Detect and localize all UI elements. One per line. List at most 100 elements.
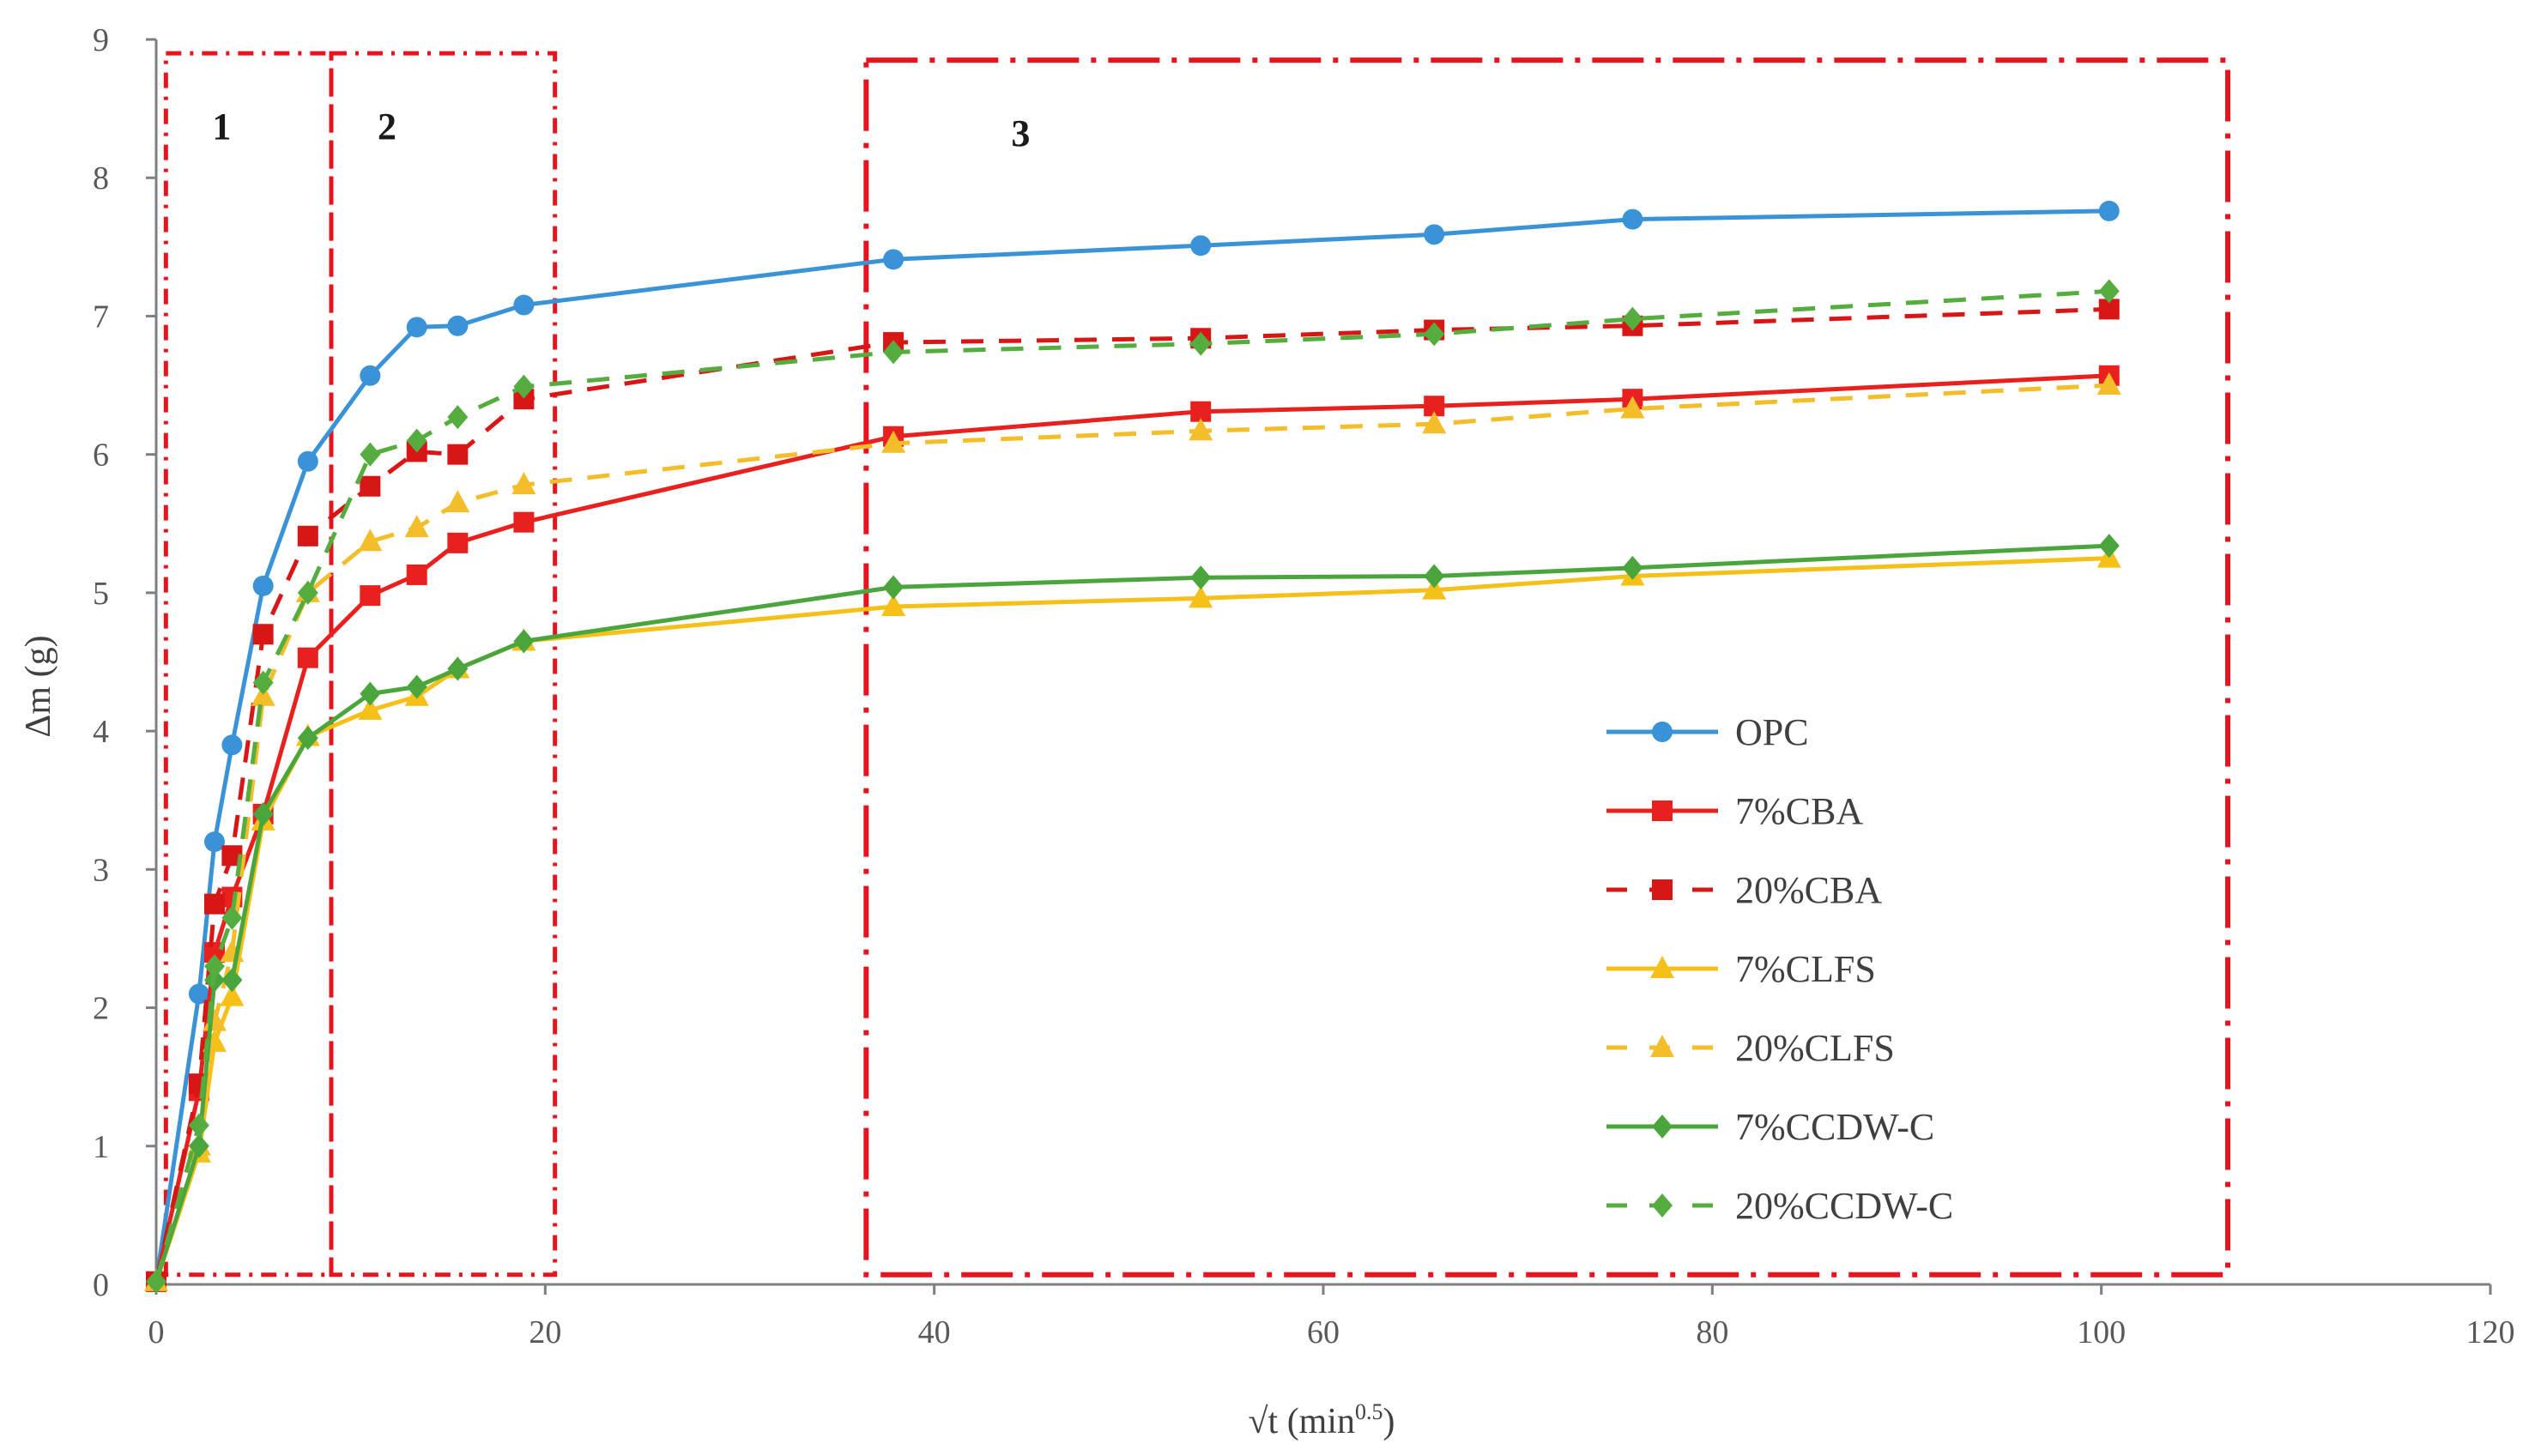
data-point-20pct-ccdw-c bbox=[2098, 279, 2120, 304]
data-point-opc bbox=[1424, 224, 1445, 245]
region-boxes: 1 2 3 bbox=[163, 51, 2230, 1278]
data-point-20pct-ccdw-c bbox=[1622, 306, 1643, 331]
data-point-20pct-ccdw-c bbox=[360, 442, 381, 467]
data-point-7pct-cba bbox=[513, 511, 535, 533]
data-point-20pct-clfs bbox=[251, 683, 275, 706]
y-tick-label: 6 bbox=[93, 438, 109, 474]
y-tick-label: 3 bbox=[93, 852, 109, 888]
data-point-7pct-cba bbox=[406, 564, 427, 585]
data-point-20pct-clfs bbox=[445, 490, 470, 513]
y-tick-label: 7 bbox=[93, 299, 109, 335]
data-point-opc bbox=[883, 249, 904, 270]
series-20pct-ccdw-c bbox=[146, 279, 2120, 1294]
legend-label-7pct-ccdw-c: 7%CCDW-C bbox=[1735, 1106, 1934, 1148]
data-point-20pct-clfs bbox=[404, 515, 429, 538]
legend-marker-20pct-ccdw-c bbox=[1652, 1193, 1673, 1217]
data-point-opc bbox=[1190, 235, 1212, 257]
data-point-7pct-ccdw-c bbox=[1424, 564, 1445, 589]
data-point-opc bbox=[447, 315, 469, 336]
data-point-7pct-ccdw-c bbox=[297, 726, 318, 751]
data-point-20pct-ccdw-c bbox=[221, 905, 243, 930]
data-point-20pct-cba bbox=[204, 893, 225, 915]
region-label-3: 3 bbox=[1011, 112, 1030, 154]
data-point-7pct-clfs bbox=[1422, 577, 1447, 600]
data-point-7pct-ccdw-c bbox=[221, 968, 243, 993]
series-lines bbox=[144, 200, 2121, 1294]
legend-label-20pct-clfs: 20%CLFS bbox=[1735, 1027, 1895, 1069]
data-point-20pct-clfs bbox=[2096, 372, 2121, 396]
legend-marker-7pct-clfs bbox=[1650, 956, 1674, 978]
legend-label-20pct-ccdw-c: 20%CCDW-C bbox=[1735, 1185, 1953, 1227]
data-point-20pct-ccdw-c bbox=[204, 954, 225, 979]
legend-marker-20pct-clfs bbox=[1650, 1035, 1674, 1057]
data-point-opc bbox=[188, 983, 209, 1005]
data-point-opc bbox=[252, 575, 274, 596]
data-point-opc bbox=[406, 317, 427, 338]
data-point-20pct-ccdw-c bbox=[188, 1113, 209, 1138]
data-point-7pct-ccdw-c bbox=[2098, 534, 2120, 559]
data-point-opc bbox=[297, 450, 318, 472]
data-point-7pct-ccdw-c bbox=[513, 629, 535, 654]
y-tick-label: 1 bbox=[93, 1129, 109, 1165]
chart-legend: OPC 7%CBA 20%CBA 7%CLFS 20%CLFS 7%CCDW-C 20%CC… bbox=[1606, 711, 1953, 1227]
data-point-20pct-ccdw-c bbox=[883, 340, 904, 365]
legend-label-opc: OPC bbox=[1735, 711, 1809, 753]
data-point-7pct-cba bbox=[360, 585, 381, 607]
y-tick-label: 5 bbox=[93, 576, 109, 612]
data-point-opc bbox=[204, 831, 225, 853]
region-box-1 bbox=[163, 51, 334, 1278]
y-tick-label: 8 bbox=[93, 160, 109, 196]
data-point-20pct-clfs bbox=[1422, 411, 1447, 434]
data-point-7pct-ccdw-c bbox=[1190, 565, 1212, 590]
data-point-20pct-ccdw-c bbox=[1424, 322, 1445, 347]
data-point-opc bbox=[2098, 200, 2120, 221]
data-point-7pct-clfs bbox=[881, 594, 906, 617]
data-point-opc bbox=[513, 294, 535, 316]
legend-label-7pct-cba: 7%CBA bbox=[1735, 790, 1863, 832]
data-point-20pct-cba bbox=[297, 525, 318, 547]
x-tick-label: 80 bbox=[1696, 1314, 1728, 1350]
region-label-2: 2 bbox=[378, 106, 396, 148]
x-tick-label: 0 bbox=[148, 1314, 165, 1350]
y-tick-label: 9 bbox=[93, 22, 109, 58]
data-point-20pct-clfs bbox=[881, 430, 906, 453]
legend-marker-opc bbox=[1652, 722, 1673, 742]
series-line-7pct-clfs bbox=[154, 556, 2109, 1283]
region-box-2 bbox=[329, 51, 558, 1278]
data-point-7pct-ccdw-c bbox=[883, 575, 904, 600]
data-point-7pct-ccdw-c bbox=[406, 674, 427, 699]
series-7pct-ccdw-c bbox=[146, 534, 2120, 1294]
data-point-7pct-ccdw-c bbox=[360, 681, 381, 706]
legend-marker-7pct-cba bbox=[1652, 800, 1673, 821]
data-point-7pct-ccdw-c bbox=[1622, 555, 1643, 580]
data-point-20pct-ccdw-c bbox=[1190, 331, 1212, 356]
x-axis-title-exponent: 0.5 bbox=[1355, 1399, 1383, 1424]
data-point-20pct-ccdw-c bbox=[297, 580, 318, 605]
x-tick-label: 20 bbox=[529, 1314, 561, 1350]
legend-label-20pct-cba: 20%CBA bbox=[1735, 869, 1882, 911]
data-point-7pct-clfs bbox=[220, 983, 245, 1006]
data-point-20pct-clfs bbox=[358, 529, 383, 552]
data-point-20pct-cba bbox=[252, 624, 274, 645]
y-tick-label: 2 bbox=[93, 991, 109, 1027]
data-point-20pct-clfs bbox=[1620, 396, 1645, 419]
data-point-7pct-cba bbox=[447, 532, 469, 553]
y-tick-label: 4 bbox=[93, 714, 109, 750]
region-box-3 bbox=[863, 57, 2230, 1278]
data-point-20pct-ccdw-c bbox=[513, 374, 535, 399]
data-point-7pct-ccdw-c bbox=[447, 656, 469, 681]
series-line-20pct-cba bbox=[154, 306, 2109, 1283]
data-point-20pct-cba bbox=[360, 475, 381, 497]
data-point-20pct-ccdw-c bbox=[406, 428, 427, 453]
data-point-opc bbox=[1622, 208, 1643, 230]
x-axis-title-close: ) bbox=[1383, 1402, 1395, 1441]
legend-marker-7pct-ccdw-c bbox=[1652, 1115, 1673, 1139]
data-point-20pct-ccdw-c bbox=[146, 1269, 166, 1294]
data-point-7pct-ccdw-c bbox=[252, 801, 274, 826]
x-tick-label: 120 bbox=[2466, 1314, 2515, 1350]
y-tick-label: 0 bbox=[93, 1267, 109, 1303]
series-7pct-clfs bbox=[144, 545, 2121, 1291]
legend-label-7pct-clfs: 7%CLFS bbox=[1735, 948, 1876, 990]
x-axis-title: √t (min0.5) bbox=[1248, 1399, 1395, 1441]
